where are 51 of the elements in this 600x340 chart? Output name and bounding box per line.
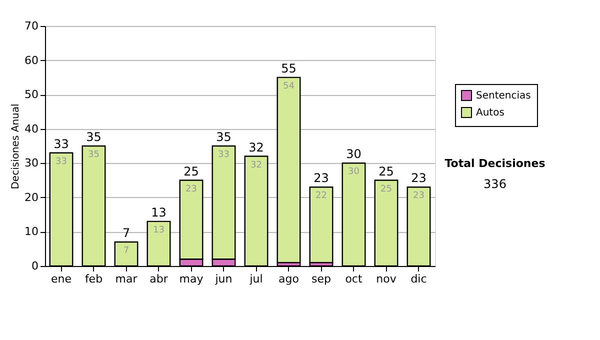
total-label: 33 [54,136,69,151]
total-label: 25 [184,164,199,178]
data-label: 35 [88,150,100,160]
y-tick-label: 10 [24,225,38,238]
bar [309,186,334,264]
legend-label: Sentencias [476,90,531,102]
bar [276,76,301,264]
data-label: 13 [153,225,164,236]
x-tick-label: oct [345,272,363,286]
data-label: 23 [186,184,197,194]
total-label: 35 [216,130,232,144]
total-label: 32 [248,140,264,154]
data-label: 33 [56,156,67,167]
x-tick-label: abr [150,272,168,286]
text: 336 [484,177,506,191]
data-label: 33 [218,150,230,160]
data-label: 23 [413,191,424,202]
total-label: 23 [411,171,426,186]
data-label: 30 [348,167,360,178]
total-label: 25 [378,164,394,178]
data-label: 32 [250,160,262,170]
text: Total Decisiones [444,157,546,170]
legend-label: Autos [476,108,504,118]
y-tick-label: 40 [24,122,38,136]
data-label: 54 [283,81,295,92]
total-label: 35 [86,130,102,144]
total-label: 30 [346,147,362,162]
x-tick-label: feb [84,272,103,286]
x-tick-label: ene [50,272,72,286]
x-tick-label: dic [410,272,427,286]
data-label: 22 [316,191,327,202]
x-tick-label: mar [115,272,138,286]
total-label: 7 [122,226,130,240]
total-label: 55 [281,61,296,76]
y-tick-label: 70 [24,20,38,32]
x-tick-label: ago [278,272,300,286]
x-tick-label: may [179,272,204,286]
y-tick-label: 50 [24,88,38,102]
data-label: 25 [380,184,392,194]
y-tick-label: 30 [24,156,38,170]
total-label: 13 [151,205,166,220]
y-tick-label: 20 [24,190,38,204]
x-tick-label: nov [376,272,397,286]
total-label: 23 [314,171,329,186]
y-tick-label: 0 [32,260,38,272]
x-tick-label: sep [312,272,332,286]
x-tick-label: jun [214,272,232,286]
data-label: 7 [123,246,130,256]
y-tick-label: 60 [24,54,38,67]
x-tick-label: jul [248,272,263,286]
y-axis-title: Decisiones Anual [10,104,22,190]
